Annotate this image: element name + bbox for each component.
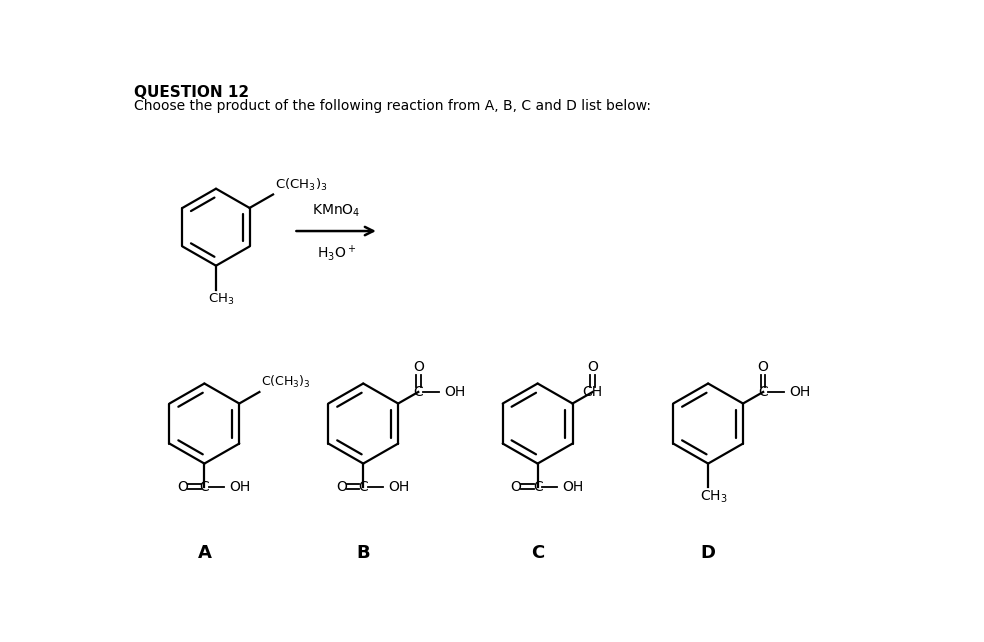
Text: C: C [200,480,210,494]
Text: B: B [356,544,370,562]
Text: C(CH$_3$)$_3$: C(CH$_3$)$_3$ [261,374,311,390]
Text: O: O [758,360,769,374]
Text: CH: CH [583,385,603,399]
Text: H$_3$O$^+$: H$_3$O$^+$ [317,243,355,263]
Text: OH: OH [388,480,409,494]
Text: O: O [511,480,522,494]
Text: OH: OH [563,480,584,494]
Text: CH$_3$: CH$_3$ [701,488,728,505]
Text: O: O [337,480,347,494]
Text: OH: OH [789,385,811,399]
Text: O: O [177,480,188,494]
Text: C: C [532,480,542,494]
Text: C: C [759,385,769,399]
Text: C: C [358,480,368,494]
Text: Choose the product of the following reaction from A, B, C and D list below:: Choose the product of the following reac… [134,99,650,112]
Text: D: D [701,544,715,562]
Text: KMnO$_4$: KMnO$_4$ [312,202,360,219]
Text: O: O [413,360,424,374]
Text: QUESTION 12: QUESTION 12 [134,85,249,100]
Text: OH: OH [445,385,465,399]
Text: C: C [531,544,544,562]
Text: C(CH$_3$)$_3$: C(CH$_3$)$_3$ [275,177,327,193]
Text: OH: OH [229,480,250,494]
Text: A: A [198,544,212,562]
Text: C: C [413,385,423,399]
Text: O: O [587,360,598,374]
Text: CH$_3$: CH$_3$ [209,292,235,307]
